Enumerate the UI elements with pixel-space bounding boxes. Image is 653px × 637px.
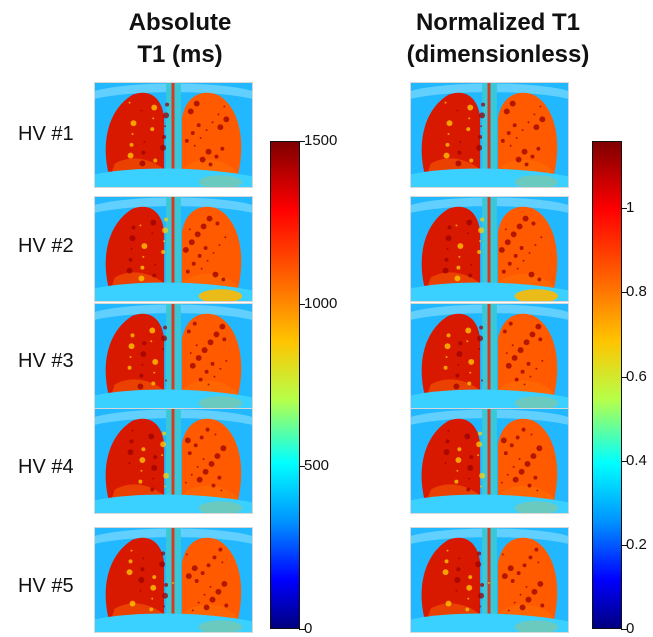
- normalized-t1-map-hv2: [410, 196, 569, 302]
- subject-label-hv5: HV #5: [18, 575, 74, 597]
- chest-mri-icon: [95, 197, 252, 301]
- absolute-t1-map-hv3: [94, 303, 253, 409]
- colorbar-tick-label: 500: [304, 457, 330, 475]
- chest-mri-icon: [411, 197, 568, 301]
- subject-label-hv1: HV #1: [18, 123, 74, 145]
- chest-mri-icon: [95, 528, 252, 632]
- colorbar-tick-mark: [621, 460, 627, 462]
- colorbar-tick-mark: [299, 303, 305, 305]
- chest-mri-icon: [411, 304, 568, 408]
- colorbar-tick-mark: [621, 292, 627, 294]
- colorbar-tick-label: 1: [626, 199, 635, 217]
- colorbar-tick-label: 0.2: [626, 535, 647, 553]
- absolute-t1-map-hv4: [94, 408, 253, 514]
- chest-mri-icon: [411, 409, 568, 513]
- colorbar-tick-mark: [621, 208, 627, 210]
- chest-mri-icon: [411, 83, 568, 187]
- colorbar-tick-label: 1500: [304, 132, 338, 149]
- chest-mri-icon: [95, 409, 252, 513]
- subject-label-hv4: HV #4: [18, 456, 74, 478]
- left-panel-title: Absolute T1 (ms): [128, 9, 232, 68]
- chest-mri-icon: [411, 528, 568, 632]
- colorbar-tick-label: 0.4: [626, 451, 647, 469]
- colorbar-tick-label: 0.6: [626, 367, 647, 385]
- colorbar-tick-mark: [299, 466, 305, 468]
- right-panel-title: Normalized T1 (dimensionless): [406, 9, 590, 68]
- colorbar-tick-mark: [621, 376, 627, 378]
- normalized-t1-map-hv3: [410, 303, 569, 409]
- colorbar-tick-mark: [621, 544, 627, 546]
- colorbar-tick-mark: [621, 629, 627, 630]
- colorbar-tick-mark: [299, 141, 305, 142]
- normalized-t1-map-hv5: [410, 527, 569, 633]
- absolute-t1-map-hv2: [94, 196, 253, 302]
- colorbar-tick-label: 0: [626, 620, 635, 637]
- normalized-t1-map-hv4: [410, 408, 569, 514]
- subject-label-hv2: HV #2: [18, 235, 74, 257]
- absolute-t1-map-hv5: [94, 527, 253, 633]
- colorbar-tick-label: 1000: [304, 294, 338, 312]
- colorbar-tick-mark: [299, 629, 305, 630]
- colorbar-tick-label: 0.8: [626, 283, 647, 301]
- chest-mri-icon: [95, 304, 252, 408]
- subject-label-hv3: HV #3: [18, 350, 74, 372]
- absolute-t1-map-hv1: [94, 82, 253, 188]
- normalized-t1-colorbar: [592, 141, 622, 629]
- chest-mri-icon: [95, 83, 252, 187]
- colorbar-tick-label: 0: [304, 620, 313, 637]
- absolute-t1-colorbar: [270, 141, 300, 629]
- normalized-t1-map-hv1: [410, 82, 569, 188]
